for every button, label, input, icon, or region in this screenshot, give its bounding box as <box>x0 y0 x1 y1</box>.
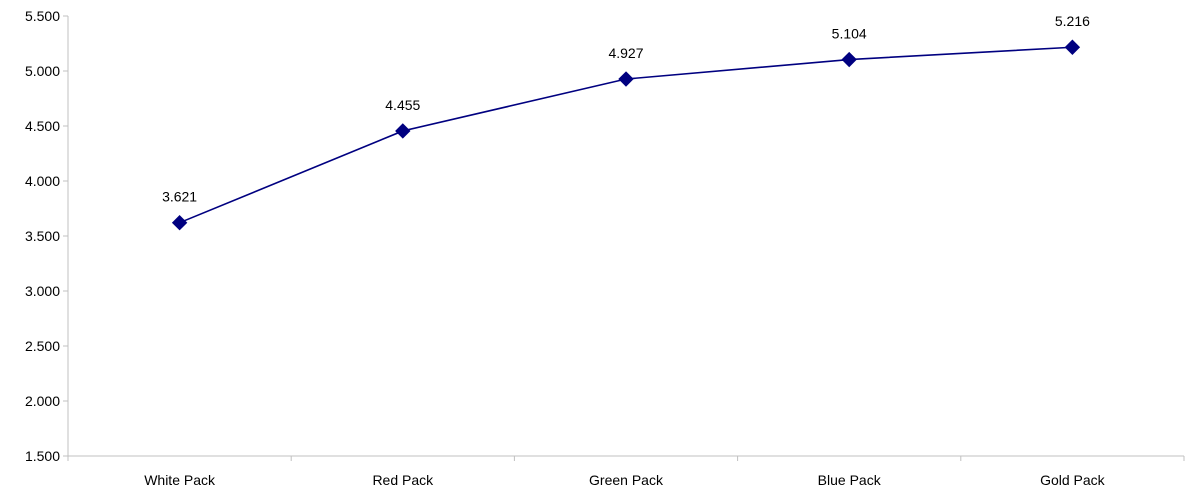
series-markers <box>171 39 1081 231</box>
data-point-marker <box>841 51 857 68</box>
y-axis-tick-label: 2.500 <box>25 338 60 354</box>
y-axis-tick-label: 3.000 <box>25 283 60 299</box>
y-axis-tick-labels: 1.500 2.000 2.500 3.000 3.500 4.000 4.500 5.000… <box>25 8 60 464</box>
data-point-marker <box>1064 39 1081 55</box>
data-point-marker <box>171 214 188 231</box>
data-point-marker <box>618 71 634 87</box>
y-axis-tick-label: 5.500 <box>25 8 60 24</box>
y-axis-tick-label: 2.000 <box>25 393 60 409</box>
y-axis-tick-label: 4.500 <box>25 118 60 134</box>
y-axis-tick-label: 5.000 <box>25 63 60 79</box>
data-point-label: 4.455 <box>385 97 420 113</box>
data-point-label: 5.216 <box>1055 13 1090 29</box>
y-axis-tick-label: 3.500 <box>25 228 60 244</box>
y-axis-tick-label: 1.500 <box>25 448 60 464</box>
x-axis-tick-label: Red Pack <box>372 472 434 488</box>
data-point-marker <box>395 123 411 139</box>
data-point-label: 4.927 <box>608 45 643 61</box>
x-axis-tick-label: Green Pack <box>589 472 664 488</box>
data-point-label: 5.104 <box>832 26 867 42</box>
y-axis-tick-label: 4.000 <box>25 173 60 189</box>
data-labels: 3.621 4.455 4.927 5.104 5.216 <box>162 13 1090 204</box>
x-axis-tick-labels: White Pack Red Pack Green Pack Blue Pack Gol… <box>144 472 1105 488</box>
data-point-label: 3.621 <box>162 189 197 205</box>
axes <box>63 15 1185 461</box>
x-axis-tick-label: Gold Pack <box>1040 472 1106 488</box>
x-axis-tick-label: Blue Pack <box>818 472 882 488</box>
x-axis-tick-label: White Pack <box>144 472 216 488</box>
